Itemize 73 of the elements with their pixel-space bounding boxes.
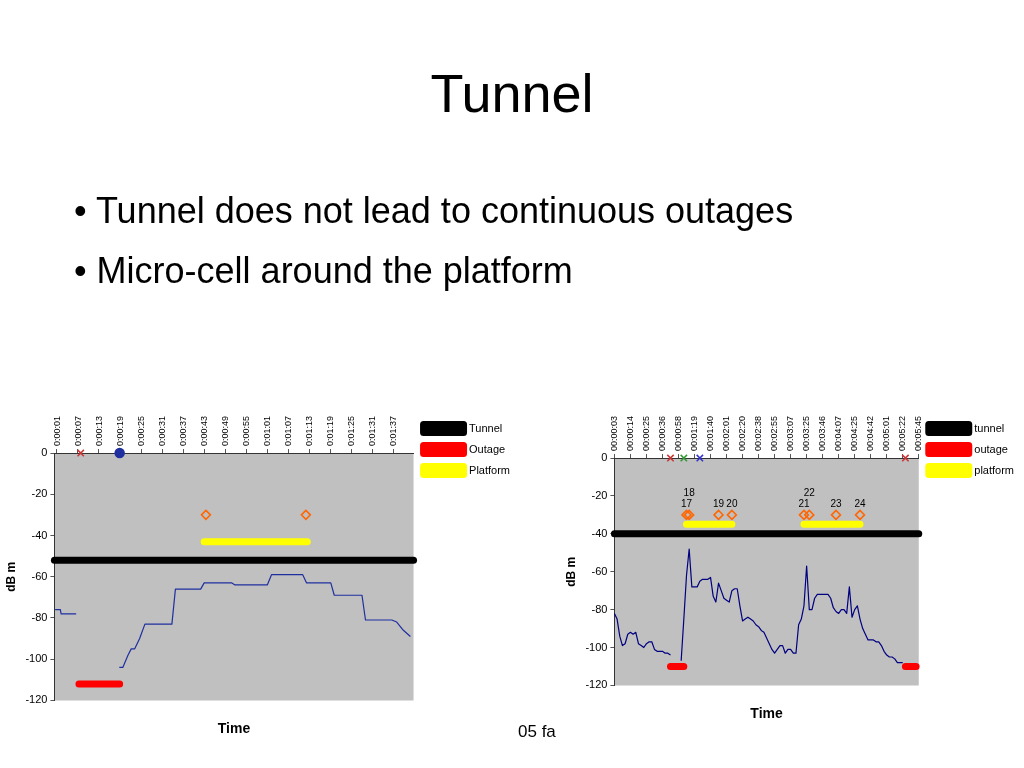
x-tick-label: 0:00:37	[177, 416, 188, 447]
x-tick-label: 00:00:25	[641, 415, 652, 452]
legend-label: Tunnel	[469, 421, 503, 434]
annotation: 18	[683, 486, 696, 498]
x-tick-label: 0:00:25	[135, 416, 146, 447]
x-tick-label: 00:02:55	[769, 415, 780, 452]
x-tick-label: 0:00:13	[93, 416, 104, 447]
x-tick-label: 00:00:58	[673, 415, 684, 452]
y-tick-label: -60	[591, 564, 608, 577]
x-tick-label: 0:01:31	[367, 416, 378, 447]
x-tick-label: 00:00:14	[625, 415, 636, 452]
x-tick-label: 00:03:07	[785, 415, 796, 452]
x-tick-label: 00:05:45	[913, 415, 924, 452]
x-tick-label: 0:01:13	[304, 416, 315, 447]
y-tick-label: 0	[41, 446, 48, 459]
text: 05 fa	[518, 722, 556, 742]
x-tick-label: 0:00:19	[114, 416, 125, 447]
legend-label: Platform	[469, 463, 511, 476]
y-tick-label: -120	[25, 693, 48, 706]
x-tick-label: 0:01:37	[388, 416, 399, 447]
annotation: 24	[854, 497, 867, 509]
y-tick-label: -20	[31, 487, 48, 500]
y-tick-label: -80	[31, 610, 48, 623]
x-tick-label: 0:00:01	[51, 416, 62, 447]
x-tick-label: 00:00:36	[657, 415, 668, 452]
y-axis-title: dB m	[563, 556, 578, 587]
annotation: 17	[680, 497, 693, 509]
x-axis-title: Time	[750, 705, 783, 721]
x-tick-label: 00:05:22	[897, 415, 908, 452]
x-tick-label: 0:01:01	[261, 416, 272, 447]
x-tick-label: 0:01:19	[325, 416, 336, 447]
x-tick-label: 0:00:55	[240, 416, 251, 447]
legend-label: Outage	[469, 442, 506, 455]
x-tick-label: 0:00:49	[219, 416, 230, 447]
x-tick-label: 0:00:07	[72, 416, 83, 447]
annotation: 19	[712, 497, 725, 509]
y-tick-label: -40	[31, 528, 48, 541]
x-tick-label: 0:00:31	[156, 416, 167, 447]
text: Tunnel	[429, 62, 595, 124]
x-tick-label: 00:00:03	[609, 415, 620, 452]
y-tick-label: -80	[591, 602, 608, 615]
legend-label: platform	[974, 463, 1015, 476]
y-tick-label: -60	[31, 569, 48, 582]
x-tick-label: 00:03:46	[817, 415, 828, 452]
legend-label: outage	[974, 442, 1008, 455]
x-tick-label: 00:04:07	[833, 415, 844, 452]
x-tick-label: 00:02:20	[737, 415, 748, 452]
x-tick-label: 00:04:25	[849, 415, 860, 452]
x-tick-label: 00:03:25	[801, 415, 812, 452]
y-tick-label: 0	[601, 451, 608, 464]
y-tick-label: -20	[591, 488, 608, 501]
x-tick-label: 00:02:38	[753, 415, 764, 452]
x-axis-title: Time	[217, 720, 251, 736]
legend-label: tunnel	[974, 421, 1005, 434]
text: • Micro-cell around the platform	[74, 250, 574, 292]
x-tick-label: 0:01:25	[346, 416, 357, 447]
text: • Tunnel does not lead to continuous outages	[74, 190, 795, 232]
annotation: 20	[726, 497, 738, 509]
annotation: 23	[830, 497, 842, 509]
y-tick-label: -100	[25, 652, 48, 665]
x-tick-label: 0:01:07	[283, 416, 294, 447]
x-tick-label: 00:01:19	[689, 415, 700, 452]
y-tick-label: -40	[591, 526, 608, 539]
y-axis-title: dB m	[3, 561, 18, 592]
annotation: 21	[798, 497, 810, 509]
y-tick-label: -120	[585, 678, 608, 691]
x-tick-label: 00:04:42	[865, 415, 876, 452]
x-tick-label: 00:05:01	[881, 415, 892, 452]
y-tick-label: -100	[585, 640, 608, 653]
x-tick-label: 00:02:01	[721, 415, 732, 452]
x-tick-label: 00:01:40	[705, 415, 716, 452]
annotation: 22	[803, 486, 816, 498]
x-tick-label: 0:00:43	[198, 416, 209, 447]
